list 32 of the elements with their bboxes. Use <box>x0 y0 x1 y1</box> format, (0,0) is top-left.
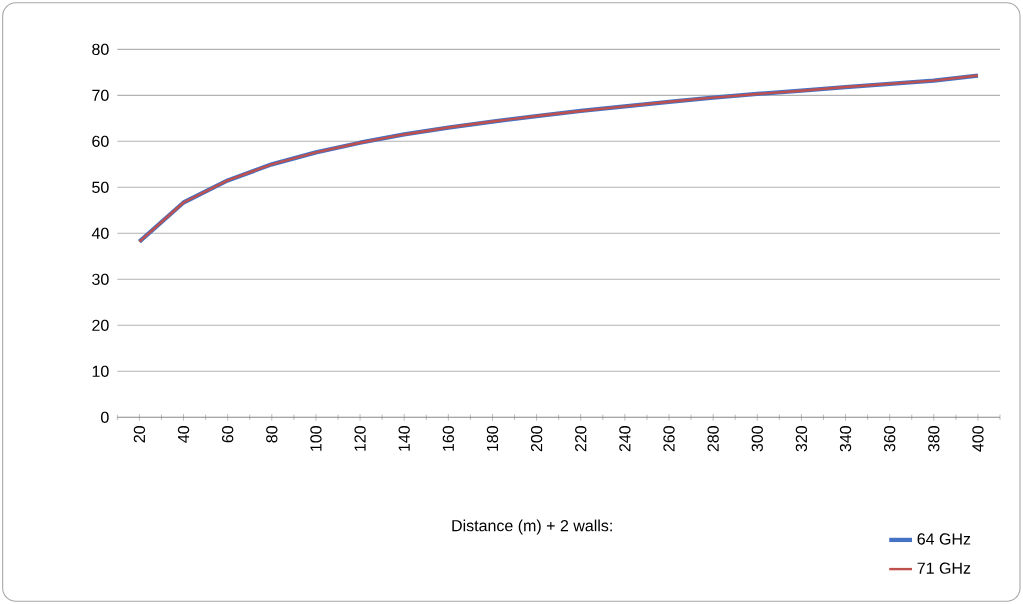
x-tick-label: 180 <box>486 426 499 451</box>
x-tick-label: 320 <box>795 426 808 452</box>
y-tick-label: 70 <box>92 89 109 101</box>
legend-label: 64 GHz <box>917 533 971 545</box>
x-tick-label: 40 <box>177 426 190 443</box>
legend-label: 71 GHz <box>917 562 971 574</box>
x-tick-label: 60 <box>222 426 234 443</box>
y-tick-label: 10 <box>92 365 109 377</box>
x-tick-label: 240 <box>619 426 631 452</box>
x-tick-label: 100 <box>310 426 322 451</box>
x-tick-label: 80 <box>266 426 278 443</box>
x-tick-label: 340 <box>839 426 852 452</box>
y-tick-label: 80 <box>92 43 109 55</box>
x-tick-label: 400 <box>972 426 984 452</box>
x-axis-title: Distance (m) + 2 walls: <box>452 519 612 535</box>
x-tick-label: 140 <box>398 426 410 451</box>
x-tick-label: 20 <box>133 426 146 443</box>
x-tick-label: 360 <box>884 426 896 452</box>
x-tick-label: 120 <box>354 426 366 451</box>
x-tick-label: 160 <box>442 426 454 451</box>
y-tick-label: 20 <box>92 319 109 331</box>
y-tick-label: 0 <box>101 411 109 423</box>
y-tick-label: 40 <box>91 227 109 239</box>
x-tick-label: 280 <box>707 426 719 452</box>
x-tick-label: 260 <box>663 426 675 452</box>
y-tick-label: 60 <box>92 135 109 147</box>
x-tick-label: 200 <box>530 426 543 452</box>
x-tick-label: 220 <box>575 426 587 452</box>
x-tick-label: 380 <box>928 426 940 452</box>
x-tick-label: 300 <box>751 426 763 452</box>
y-tick-label: 30 <box>92 273 109 285</box>
y-tick-label: 50 <box>92 181 109 193</box>
